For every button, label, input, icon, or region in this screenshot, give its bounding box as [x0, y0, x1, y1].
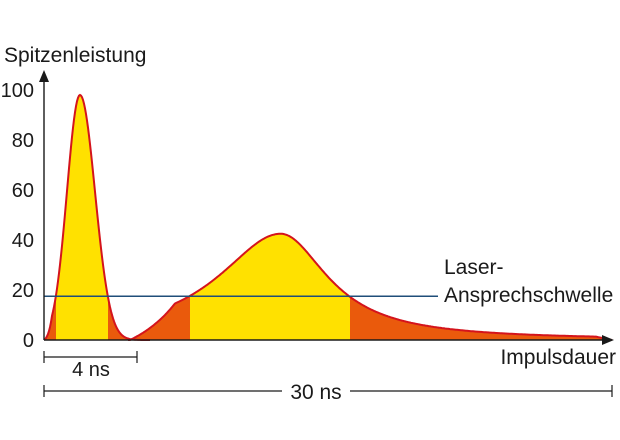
y-axis-label: Spitzenleistung: [4, 44, 146, 67]
x-axis-arrow: [602, 335, 614, 345]
y-tick-labels: 0 20 40 60 80 100: [1, 80, 34, 352]
narrow-width-label: 4 ns: [72, 359, 110, 381]
y-axis-arrow: [39, 70, 49, 82]
wide-pulse-area-below-threshold: [128, 295, 190, 340]
wide-width-label-bg: [282, 378, 350, 404]
wide-pulse-area-below-threshold: [350, 296, 612, 340]
wide-pulse-area-above-threshold: [190, 233, 350, 340]
y-tick-label: 20: [12, 280, 34, 302]
wide-pulse-outline: [128, 232, 613, 341]
threshold-label-line2: Ansprechschwelle: [444, 284, 613, 307]
threshold-label-line1: Laser-: [444, 256, 504, 279]
wide-width-label: 30 ns: [290, 381, 341, 404]
y-tick-label: 80: [12, 130, 34, 152]
pulse-fills: [44, 95, 612, 340]
narrow-pulse-area-above-threshold: [56, 95, 108, 340]
x-axis-label: Impulsdauer: [500, 346, 616, 369]
narrow-pulse-area-below-threshold: [108, 297, 150, 340]
y-tick-label: 100: [1, 80, 34, 102]
y-tick-label: 60: [12, 180, 34, 202]
y-tick-label: 40: [12, 230, 34, 252]
narrow-pulse-area-below-threshold: [44, 295, 56, 340]
y-tick-label: 0: [23, 330, 34, 352]
